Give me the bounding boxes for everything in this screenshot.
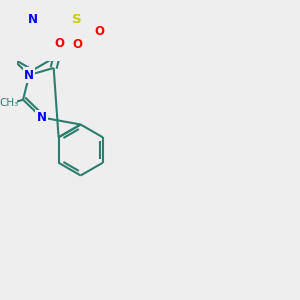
- Text: N: N: [36, 111, 46, 124]
- Text: S: S: [72, 13, 82, 26]
- Text: O: O: [55, 37, 65, 50]
- Text: N: N: [24, 68, 34, 82]
- Text: CH₃: CH₃: [0, 98, 19, 108]
- Text: O: O: [94, 26, 104, 38]
- Text: O: O: [72, 38, 82, 51]
- Text: N: N: [28, 13, 38, 26]
